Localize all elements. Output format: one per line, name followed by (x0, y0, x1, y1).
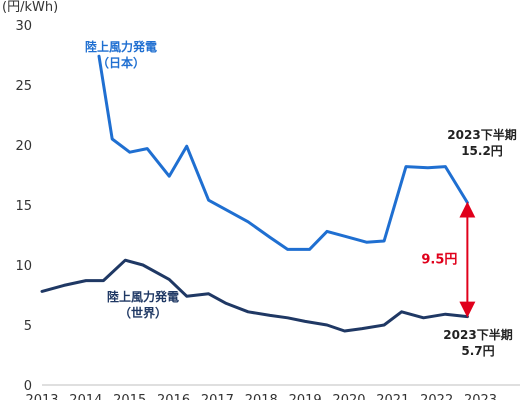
y-axis-unit-label: (円/kWh) (2, 0, 58, 15)
x-tick-label: 2022 (420, 393, 453, 400)
x-tick-label: 2018 (245, 393, 278, 400)
x-tick-label: 2015 (113, 393, 146, 400)
y-tick-label: 5 (24, 319, 32, 334)
series-line-japan (97, 54, 469, 251)
x-tick-label: 2013 (25, 393, 58, 400)
y-tick-label: 10 (15, 259, 32, 274)
end-value-label: 2023下半期 (447, 127, 516, 142)
end-value-label: 2023下半期 (443, 327, 512, 342)
y-tick-label: 15 (15, 199, 32, 214)
y-tick-label: 25 (15, 79, 32, 94)
series-label: （世界） (119, 305, 167, 320)
x-tick-label: 2019 (289, 393, 322, 400)
series-line-world (40, 258, 469, 333)
series-label: 陸上風力発電 (85, 39, 157, 54)
series-label: （日本） (97, 55, 145, 70)
x-tick-label: 2020 (332, 393, 365, 400)
x-tick-label: 2023 (464, 393, 497, 400)
y-tick-label: 20 (15, 139, 32, 154)
x-tick-label: 2016 (157, 393, 190, 400)
end-value-label: 15.2円 (461, 144, 503, 158)
x-tick-label: 2014 (69, 393, 102, 400)
y-tick-label: 30 (15, 19, 32, 34)
series-label: 陸上風力発電 (107, 289, 179, 304)
y-tick-label: 0 (24, 379, 32, 394)
end-value-label: 5.7円 (461, 344, 494, 358)
difference-label: 9.5円 (421, 253, 457, 268)
x-tick-label: 2021 (376, 393, 409, 400)
x-tick-label: 2017 (201, 393, 234, 400)
